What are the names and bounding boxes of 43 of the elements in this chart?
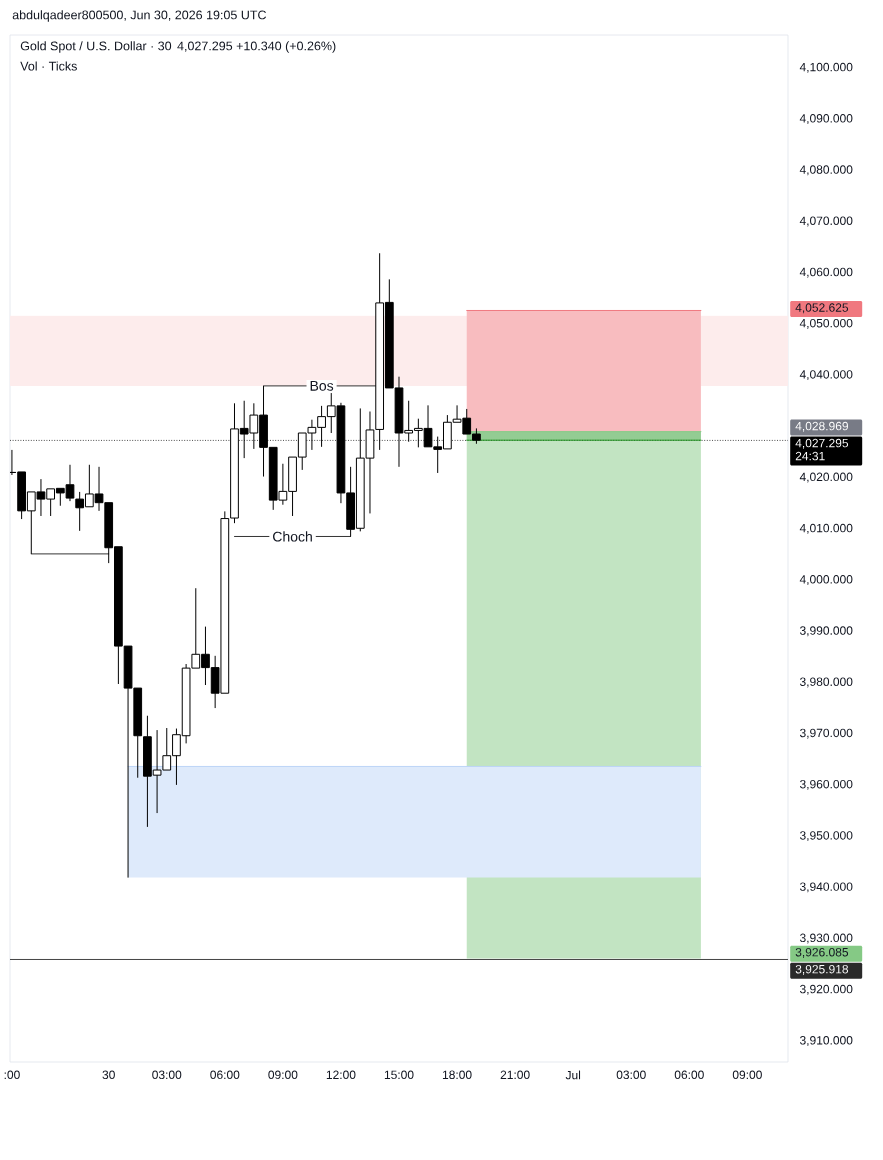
y-tick-label: 4,020.000 xyxy=(799,472,853,483)
x-tick-label: 18:00 xyxy=(442,1070,472,1080)
y-tick-label: 4,070.000 xyxy=(799,216,853,227)
x-tick-label: 03:00 xyxy=(152,1070,182,1080)
series-label: Bos xyxy=(310,381,334,391)
series-label: Choch xyxy=(273,531,312,542)
x-tick-label: 06:00 xyxy=(674,1070,704,1080)
y-tick-label: 3,910.000 xyxy=(799,1036,853,1046)
x-tick-label: 09:00 xyxy=(732,1070,762,1080)
y-tick-label: 4,010.000 xyxy=(799,523,853,534)
y-tick-label: 3,990.000 xyxy=(799,626,853,637)
y-tick-label: 3,980.000 xyxy=(799,677,853,688)
ref-line-label: 3,925.918 xyxy=(795,964,849,975)
x-tick-label: 03:00 xyxy=(616,1070,646,1080)
x-tick-label: 09:00 xyxy=(268,1070,298,1080)
y-tick-label: 3,940.000 xyxy=(799,882,853,893)
ref-line-label: 4,027.295 24:31 xyxy=(795,438,849,461)
y-tick-label: 3,920.000 xyxy=(799,984,853,995)
y-tick-label: 3,930.000 xyxy=(799,933,853,944)
text: abdulqadeer800500, Jun 30, 2026 19:05 UTC xyxy=(12,10,267,22)
text: 4,052.625 xyxy=(795,303,849,314)
x-tick-label: 15:00 xyxy=(384,1070,414,1080)
chart-title: Gold Spot / U.S. Dollar · 30 xyxy=(20,41,172,53)
chart-subtitle: 4,027.295 +10.340 (+0.26%) xyxy=(177,41,336,53)
x-tick-label: 21:00 xyxy=(500,1070,530,1080)
y-tick-label: 3,950.000 xyxy=(799,831,853,842)
x-tick-label: 06:00 xyxy=(210,1070,240,1080)
y-tick-label: 4,060.000 xyxy=(799,267,853,278)
text: 4,028.969 xyxy=(795,421,848,432)
annotation: Vol · Ticks xyxy=(20,61,77,71)
y-tick-label: 4,090.000 xyxy=(799,114,853,124)
y-tick-label: 3,960.000 xyxy=(799,779,853,790)
y-tick-label: 4,040.000 xyxy=(799,370,853,381)
x-tick-label: Jul xyxy=(565,1070,581,1080)
y-tick-label: 4,080.000 xyxy=(799,165,853,176)
x-tick-label: :00 xyxy=(4,1070,20,1080)
x-tick-label: 12:00 xyxy=(326,1070,356,1080)
y-tick-label: 4,100.000 xyxy=(799,62,853,73)
x-tick-label: 30 xyxy=(102,1070,115,1080)
y-tick-label: 4,050.000 xyxy=(799,318,853,329)
y-tick-label: 3,970.000 xyxy=(799,728,853,739)
y-tick-label: 4,000.000 xyxy=(799,575,853,585)
text: 3,926.085 xyxy=(795,947,849,958)
